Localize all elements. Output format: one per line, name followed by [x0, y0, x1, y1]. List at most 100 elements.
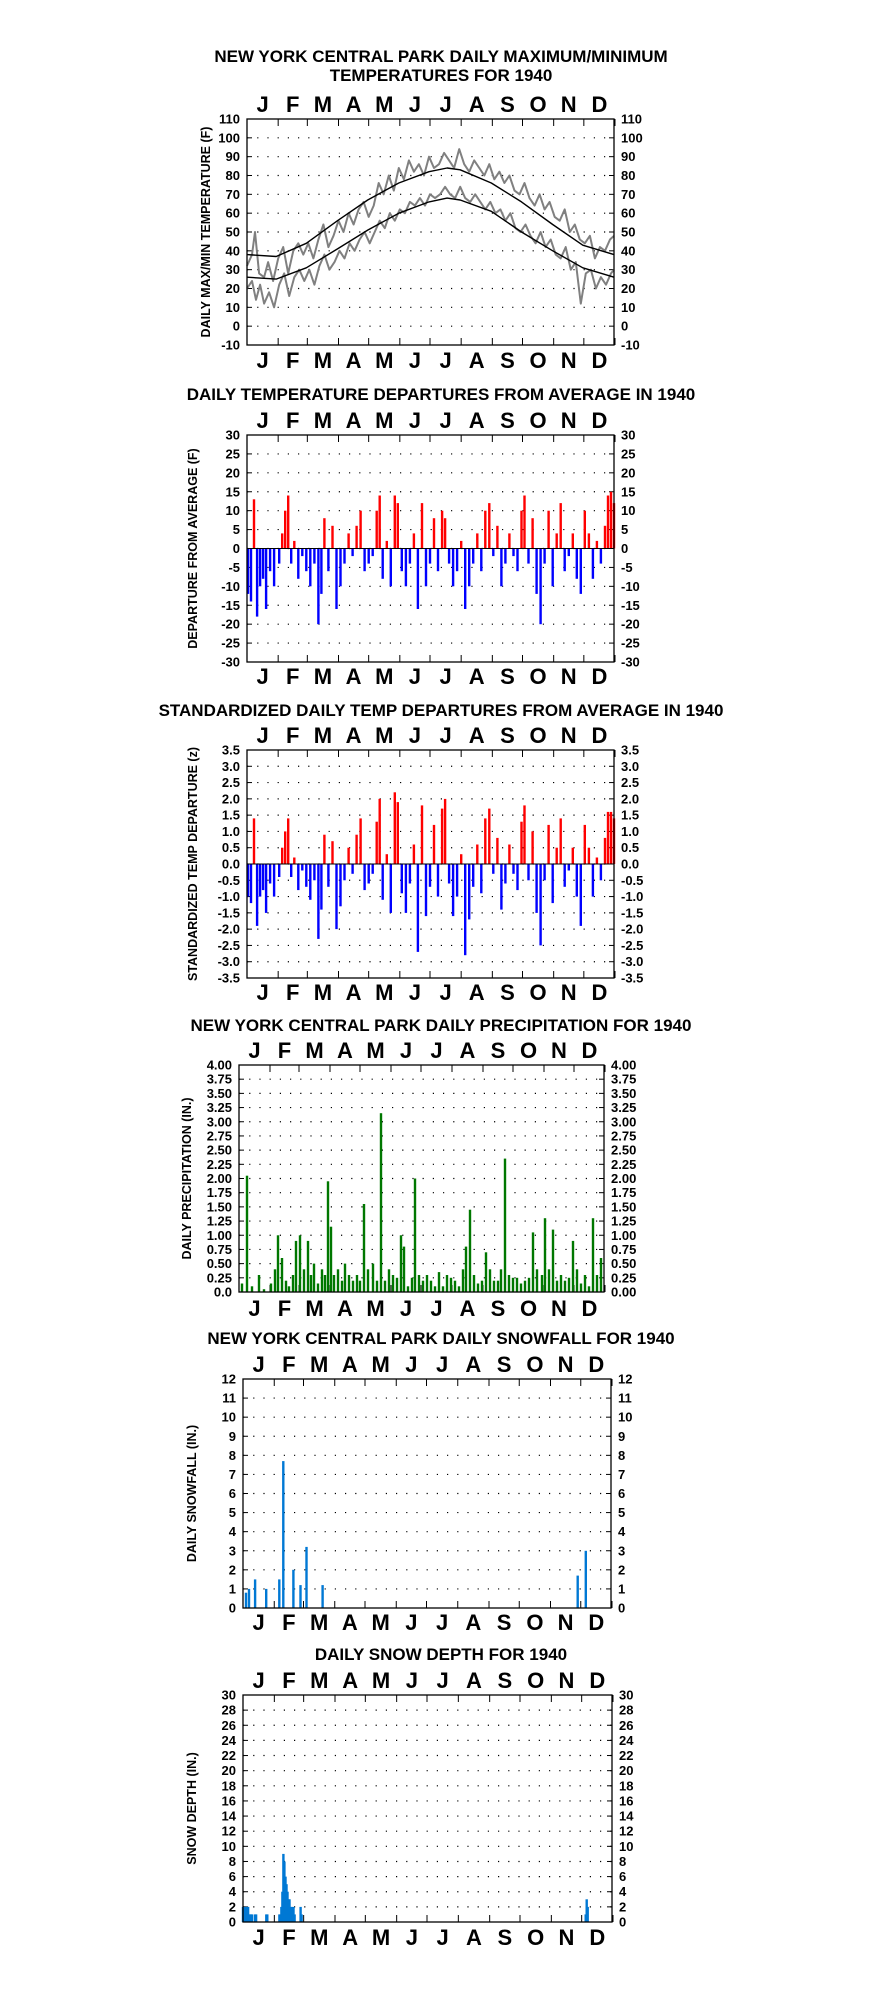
month-label-top: M	[314, 92, 332, 117]
data-bar	[389, 548, 392, 587]
y-tick-label: 9	[229, 1429, 236, 1444]
month-label-bottom: D	[589, 1925, 605, 1950]
y-tick-label-right: -2.5	[621, 938, 643, 953]
y-tick-label: 22	[222, 1748, 236, 1763]
data-bar	[413, 1178, 417, 1292]
month-label-top: J	[405, 1352, 417, 1377]
data-bar	[255, 864, 259, 926]
data-bar	[571, 533, 574, 549]
y-tick-label: 110	[219, 112, 240, 127]
month-label-top: N	[561, 408, 577, 433]
month-label-top: M	[305, 1038, 323, 1063]
data-bar	[378, 495, 381, 549]
data-bar	[363, 864, 366, 891]
y-tick-label: 50	[226, 225, 240, 240]
y-tick-label-right: -15	[621, 598, 640, 613]
data-bar	[291, 1275, 295, 1292]
data-bar	[284, 831, 287, 864]
y-tick-label-right: -3.0	[621, 954, 643, 969]
data-bar	[535, 1269, 539, 1292]
data-bar	[603, 525, 607, 549]
data-bar	[305, 1546, 308, 1608]
month-label-bottom: S	[500, 980, 515, 1005]
y-tick-label-right: 2.50	[611, 1143, 636, 1158]
month-label-bottom: F	[286, 980, 299, 1005]
y-tick-label-right: 10	[621, 300, 635, 315]
data-bar	[371, 864, 374, 874]
data-bar	[306, 1240, 310, 1292]
data-bar	[309, 864, 312, 900]
data-bar	[240, 1283, 244, 1292]
y-tick-label-right: -30	[621, 655, 640, 670]
y-tick-label-right: 12	[618, 1372, 632, 1387]
month-label-bottom: M	[375, 664, 393, 689]
data-bar	[543, 548, 546, 564]
y-tick-label: -20	[221, 617, 240, 632]
y-tick-label-right: 4.00	[611, 1058, 636, 1073]
data-bar	[367, 864, 370, 884]
y-tick-label: 11	[222, 1391, 236, 1406]
data-bar	[606, 811, 610, 864]
y-axis-label: DAILY SNOWFALL (IN.)	[185, 1425, 199, 1562]
y-tick-label-right: 3.50	[611, 1086, 636, 1101]
data-bar	[250, 1914, 254, 1922]
series-normal-min	[246, 197, 615, 280]
data-bar	[540, 1275, 544, 1292]
y-tick-label-right: 10	[621, 503, 635, 518]
y-tick-label: 30	[226, 428, 240, 443]
data-bar	[551, 548, 554, 587]
month-label-top: O	[520, 1038, 537, 1063]
data-bar	[250, 1286, 254, 1292]
data-bar	[563, 1280, 567, 1292]
y-tick-label: 0.5	[222, 840, 240, 855]
data-bar	[292, 1569, 295, 1608]
data-bar	[290, 864, 293, 877]
month-label-top: F	[286, 723, 299, 748]
data-bar	[464, 1246, 468, 1292]
plot-frame	[246, 434, 615, 663]
y-tick-label-right: 3.0	[621, 759, 639, 774]
month-label-bottom: O	[527, 1925, 544, 1950]
month-label-bottom: J	[406, 1925, 418, 1950]
data-bar	[503, 1158, 507, 1292]
month-label-bottom: J	[439, 348, 451, 373]
data-bar	[367, 548, 370, 564]
data-bar	[389, 864, 392, 913]
month-label-top: J	[256, 408, 268, 433]
y-tick-label: 4	[229, 1524, 237, 1539]
month-label-bottom: S	[497, 1610, 512, 1635]
data-bar	[278, 548, 281, 564]
data-bar	[591, 548, 595, 579]
y-tick-label-right: 2	[619, 1899, 626, 1914]
chart-title: NEW YORK CENTRAL PARK DAILY PRECIPITATIO…	[191, 1016, 692, 1035]
month-label-top: M	[372, 1668, 390, 1693]
data-bar	[400, 864, 403, 894]
y-tick-label: 2.0	[222, 791, 240, 806]
month-label-bottom: S	[500, 348, 515, 373]
data-bar	[480, 1280, 484, 1292]
y-tick-label-right: 28	[619, 1703, 633, 1718]
data-bar	[484, 1252, 488, 1292]
month-label-bottom: M	[314, 348, 332, 373]
y-tick-label: 4.00	[207, 1058, 232, 1073]
month-label-top: M	[375, 92, 393, 117]
month-label-top: J	[406, 1668, 418, 1693]
y-tick-label-right: 30	[621, 262, 635, 277]
y-tick-label-right: 6	[619, 1869, 626, 1884]
y-tick-label: 0	[229, 1601, 236, 1616]
y-tick-label-right: 1.0	[621, 824, 639, 839]
month-label-bottom: J	[248, 1296, 260, 1321]
data-bar	[385, 854, 388, 864]
month-label-bottom: M	[310, 1610, 328, 1635]
data-bar	[323, 834, 326, 864]
data-bar	[496, 525, 499, 549]
month-label-bottom: N	[561, 664, 577, 689]
data-bar	[272, 864, 276, 897]
y-tick-label: 8	[229, 1448, 236, 1463]
month-label-bottom: J	[405, 1610, 417, 1635]
month-label-bottom: A	[342, 1925, 358, 1950]
y-tick-label-right: 6	[618, 1486, 625, 1501]
data-bar	[332, 1275, 336, 1292]
data-bar	[417, 1275, 421, 1292]
data-bar	[282, 1461, 285, 1608]
